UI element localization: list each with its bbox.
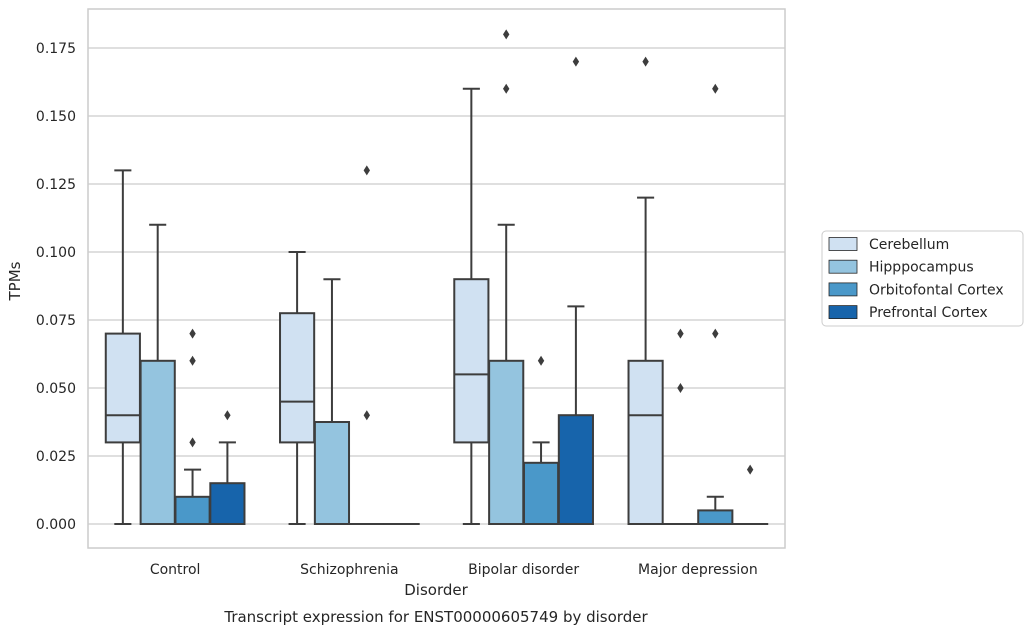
legend-label: Cerebellum: [869, 237, 949, 253]
outlier-point: [503, 83, 510, 94]
box-rect: [139, 359, 176, 525]
y-tick-label: 0.025: [36, 449, 76, 465]
x-tick-label: Major depression: [638, 562, 758, 578]
box-3-3: [732, 464, 769, 526]
outlier-point: [712, 328, 719, 339]
y-tick-label: 0.050: [36, 381, 76, 397]
box-rect: [104, 332, 141, 444]
box-rect: [488, 359, 525, 525]
y-tick-label: 0.125: [36, 177, 76, 193]
box-0-3: [627, 56, 664, 525]
box-rect: [313, 421, 351, 525]
x-tick-label: Bipolar disorder: [468, 562, 579, 578]
outlier-point: [503, 29, 510, 40]
outlier-point: [363, 410, 370, 421]
outlier-point: [224, 410, 231, 421]
box-2-2: [522, 355, 560, 525]
legend-label: Hipppocampus: [869, 260, 974, 276]
box-2-1: [348, 165, 385, 526]
box-1-3: [662, 328, 699, 526]
legend-label: Prefrontal Cortex: [869, 305, 988, 321]
outlier-point: [677, 328, 684, 339]
box-0-0: [104, 169, 141, 525]
legend: Cerebellum Hipppocampus Orbitofontal Corte…: [821, 230, 1024, 327]
x-tick-label: Control: [150, 562, 201, 578]
plot-frame: [87, 8, 786, 549]
gridlines: [88, 47, 785, 525]
legend-swatch: [828, 237, 858, 251]
box-2-0: [174, 328, 211, 525]
y-tick-label: 0.075: [36, 313, 76, 329]
y-tick-labels: 0.000 0.025 0.050 0.075 0.100 0.125 0.150 0.175: [36, 41, 76, 533]
box-rect: [174, 495, 211, 525]
outlier-point: [642, 56, 649, 67]
box-1-0: [139, 223, 176, 525]
box-rect: [557, 414, 594, 526]
box-rect: [279, 312, 316, 444]
box-rect: [522, 461, 560, 525]
outlier-point: [363, 165, 370, 176]
legend-swatch: [828, 259, 858, 274]
chart-caption: Transcript expression for ENST0000060574…: [223, 608, 648, 626]
outlier-point: [746, 464, 754, 475]
legend-label: Orbitofontal Cortex: [869, 282, 1004, 298]
box-1-2: [488, 29, 525, 525]
outlier-point: [189, 355, 196, 366]
outlier-point: [712, 83, 719, 94]
box-1-1: [313, 278, 351, 525]
outlier-point: [572, 56, 580, 67]
x-tick-label: Schizophrenia: [300, 562, 398, 578]
box-0-1: [279, 251, 316, 525]
outlier-point: [537, 355, 545, 366]
box-0-2: [453, 87, 490, 525]
x-tick-labels: Control Schizophrenia Bipolar disorder Majo…: [150, 562, 758, 578]
y-tick-label: 0.100: [36, 245, 76, 261]
box-plot-elements: [104, 29, 769, 526]
outlier-point: [677, 383, 684, 393]
y-tick-label: 0.000: [36, 517, 76, 533]
box-3-2: [557, 56, 594, 526]
x-axis-label: Disorder: [404, 581, 468, 599]
outlier-point: [189, 328, 196, 339]
box-rect: [627, 359, 664, 525]
box-rect: [453, 278, 490, 444]
legend-swatch: [828, 282, 858, 297]
legend-frame: [821, 230, 1024, 327]
box-rect: [697, 509, 734, 525]
box-rect: [209, 482, 246, 526]
y-tick-label: 0.150: [36, 109, 76, 125]
box-2-3: [697, 83, 734, 525]
box-3-0: [209, 410, 246, 526]
outlier-point: [189, 437, 196, 448]
legend-swatch: [828, 305, 858, 320]
y-axis-label: TPMs: [6, 261, 24, 301]
y-tick-label: 0.175: [36, 41, 76, 57]
